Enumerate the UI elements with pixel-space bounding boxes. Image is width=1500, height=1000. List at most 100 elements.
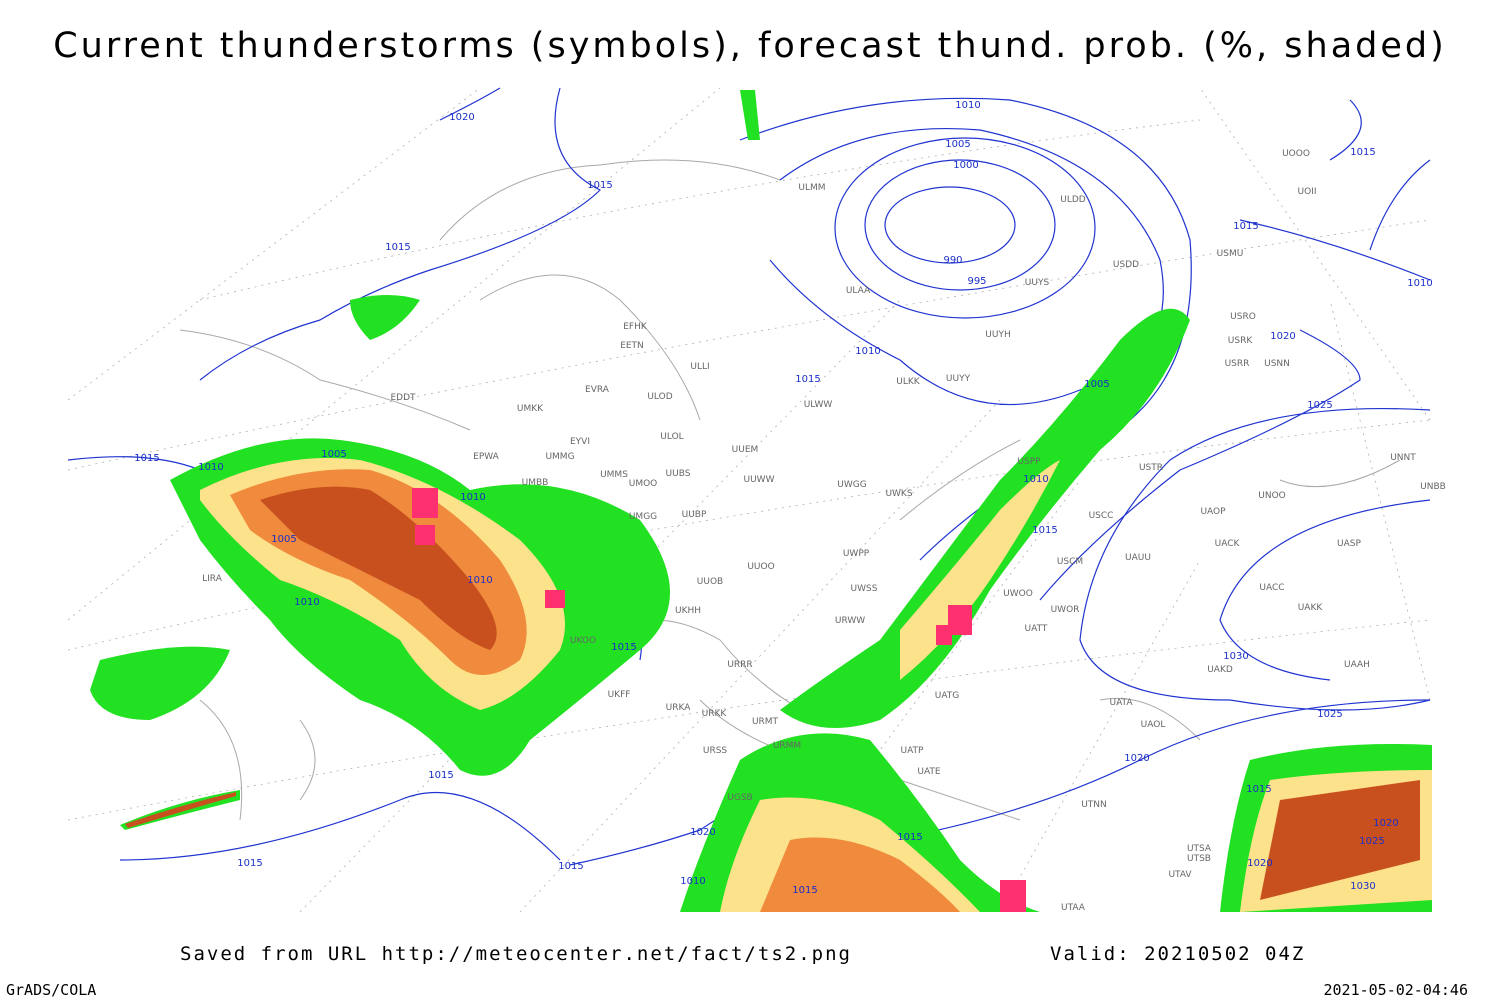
station-label: UAOP [1200,507,1226,517]
isobar-label: 1030 [1223,651,1248,662]
isobar-label: 1010 [467,575,492,586]
station-label: UTSB [1187,854,1211,864]
station-labels: ULMM ULDD USDD UUYS ULAA UUYH UUYY ULKK ULWW EFHK… [202,149,1446,913]
station-label: UAKD [1207,665,1233,675]
station-label: ULWW [804,400,833,410]
isobar-label: 990 [943,255,962,266]
station-label: UTNN [1081,800,1107,810]
station-label: ULKK [896,377,921,387]
station-label: EDDT [390,393,416,403]
isobar-label: 1015 [1233,221,1258,232]
station-label: URKK [702,709,728,719]
station-label: URSS [703,746,728,756]
station-label: UATP [901,746,925,756]
station-label: UUBS [666,469,691,479]
station-label: USCM [1057,557,1083,567]
station-label: EFHK [623,322,648,332]
thunderstorm-probability-shading [90,90,1432,912]
isobar-label: 1015 [385,242,410,253]
station-label: UACK [1215,539,1241,549]
station-label: UKOO [570,636,596,646]
isobar-label: 1005 [1084,379,1109,390]
station-label: UNBB [1420,482,1446,492]
valid-time: Valid: 20210502 04Z [1050,943,1305,965]
station-label: UWSS [851,584,878,594]
isobar-label: 1010 [680,876,705,887]
station-label: EVRA [585,385,610,395]
station-label: UKHH [675,606,701,616]
station-label: LIRA [202,574,223,584]
station-label: UUWW [744,475,775,485]
station-label: ULOL [660,432,683,442]
isobar-label: 1015 [587,180,612,191]
isobar-label: 1025 [1317,709,1342,720]
station-label: UAOL [1141,720,1166,730]
station-label: UATE [917,767,941,777]
station-label: USRR [1225,359,1250,369]
credit: GrADS/COLA [6,981,96,999]
station-label: UAKK [1298,603,1324,613]
station-label: UMOO [629,479,658,489]
station-label: EYVI [570,437,590,447]
isobar-label: 1010 [955,100,980,111]
station-label: UTAA [1061,903,1086,913]
isobar-label: 1025 [1307,400,1332,411]
isobar-label: 1015 [897,832,922,843]
station-label: URKA [666,703,692,713]
station-label: UASP [1337,539,1361,549]
station-label: UATA [1109,698,1133,708]
isobar-label: 1005 [271,534,296,545]
isobar-label: 1015 [428,770,453,781]
isobar-label: 1010 [855,346,880,357]
station-label: UWPP [843,549,870,559]
isobar-label: 1025 [1359,836,1384,847]
station-label: URMT [752,717,779,727]
isobar-label: 1015 [1032,525,1057,536]
station-label: ULOD [647,392,672,402]
isobar-label: 1020 [1124,753,1149,764]
station-label: UNNT [1390,453,1416,463]
station-label: ULAA [846,286,871,296]
station-label: USCC [1089,511,1114,521]
timestamp: 2021-05-02-04:46 [1324,981,1469,999]
isobar-label: 1020 [1247,858,1272,869]
station-label: URWW [835,616,865,626]
station-label: UMMG [545,452,574,462]
station-label: EPWA [473,452,500,462]
station-label: UWOO [1003,589,1033,599]
map-area: 1020 1015 1015 1010 1005 1000 990 995 1015 1010 10… [67,87,1446,913]
station-label: USRK [1228,336,1254,346]
thunderstorm-symbols [412,488,1026,912]
isobar-label: 995 [967,276,986,287]
station-label: UNOO [1258,491,1286,501]
isobar-label: 1010 [1023,474,1048,485]
station-label: USMU [1217,249,1244,259]
isobar-label: 1015 [134,453,159,464]
source-url: Saved from URL http://meteocenter.net/fa… [180,943,852,965]
station-label: UUOO [747,562,774,572]
isobar-label: 1020 [449,112,474,123]
station-label: UOII [1298,187,1317,197]
station-label: UUEM [732,445,759,455]
station-label: ULMM [798,183,825,193]
station-label: UOOO [1282,149,1310,159]
station-label: UATG [935,691,960,701]
station-label: UUYY [946,374,971,384]
station-label: ULLI [690,362,709,372]
station-label: UAAH [1344,660,1370,670]
station-label: UWGG [837,480,866,490]
station-label: UWOR [1051,605,1080,615]
station-label: UMKK [517,404,544,414]
isobar-label: 1010 [460,492,485,503]
station-label: ULDD [1060,195,1086,205]
station-label: UUYS [1025,278,1050,288]
station-label: UGSB [727,793,752,803]
map-title: Current thunderstorms (symbols), forecas… [53,26,1447,66]
isobar-label: 1020 [1373,818,1398,829]
station-label: UMGG [629,512,657,522]
isobar-label: 1000 [953,160,978,171]
station-label: UTSA [1187,844,1212,854]
isobar-labels: 1020 1015 1015 1010 1005 1000 990 995 1015 1010 10… [134,100,1432,896]
station-label: UATT [1025,624,1048,634]
